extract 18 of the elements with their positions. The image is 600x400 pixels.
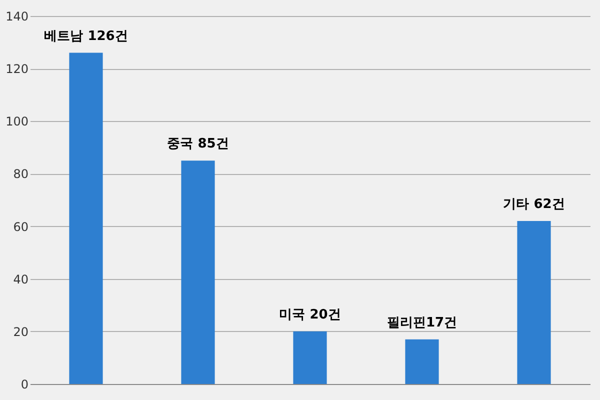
bar (181, 160, 215, 384)
data-label: 베트남 126건 (44, 28, 128, 44)
bar (405, 339, 439, 384)
y-tick-label: 40 (13, 272, 28, 286)
y-tick-label: 20 (13, 324, 28, 339)
y-tick-label: 80 (13, 167, 28, 182)
y-tick-label: 140 (6, 10, 28, 24)
bar (293, 331, 327, 384)
data-label: 필리핀17건 (386, 315, 458, 330)
data-label: 미국 20건 (279, 307, 341, 322)
y-tick-label: 100 (6, 114, 28, 129)
y-tick-label: 120 (6, 62, 28, 76)
data-label: 중국 85건 (167, 136, 229, 152)
bar (517, 221, 551, 384)
y-tick-label: 60 (13, 220, 28, 234)
y-tick-label: 0 (20, 378, 28, 392)
data-label: 기타 62건 (503, 197, 565, 212)
bar (69, 52, 103, 384)
